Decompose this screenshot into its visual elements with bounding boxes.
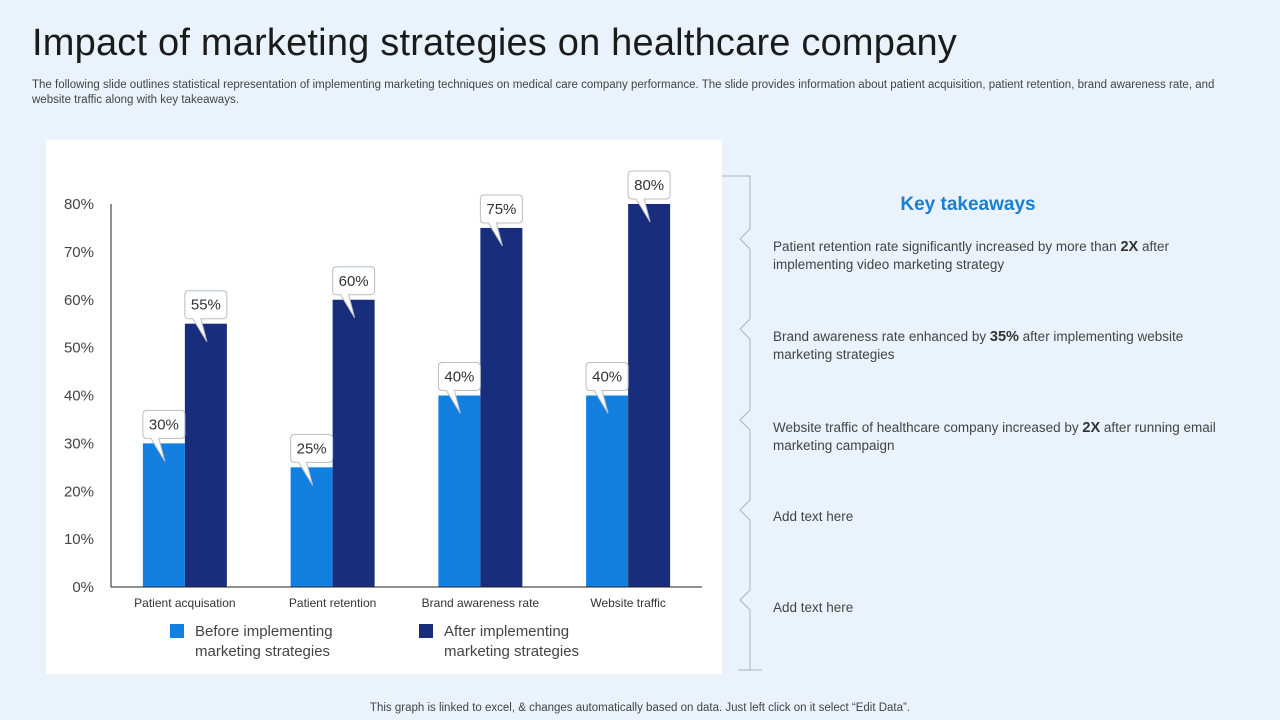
y-axis-ticks: 0% 10% 20% 30% 40% 50% 60% 70% 80% bbox=[64, 196, 94, 596]
takeaway-text: Website traffic of healthcare company in… bbox=[773, 420, 1083, 435]
data-label-text: 40% bbox=[592, 369, 622, 386]
legend-item-before: Before implementing marketing strategies bbox=[170, 622, 355, 662]
takeaway-item: Patient retention rate significantly inc… bbox=[773, 238, 1243, 273]
bar bbox=[438, 395, 481, 587]
slide-subtitle: The following slide outlines statistical… bbox=[32, 79, 1215, 106]
legend-label-before-line2: marketing strategies bbox=[195, 643, 331, 660]
bar bbox=[628, 204, 671, 587]
legend-label-after-line2: marketing strategies bbox=[444, 643, 580, 660]
takeaway-item: Add text here bbox=[773, 508, 1243, 525]
y-tick-label: 70% bbox=[64, 244, 94, 261]
data-label-callout bbox=[585, 362, 629, 414]
x-tick-label: Patient retention bbox=[289, 596, 376, 610]
data-label-callout bbox=[479, 194, 523, 247]
footer-note: This graph is linked to excel, & changes… bbox=[369, 702, 911, 714]
takeaway-text: Patient retention rate significantly inc… bbox=[773, 239, 1121, 254]
takeaway-highlight: 2X bbox=[1082, 420, 1101, 436]
data-label-text: 25% bbox=[297, 440, 327, 457]
data-label-callout bbox=[332, 266, 376, 319]
data-label: 30% bbox=[142, 409, 186, 462]
legend-swatch-after bbox=[419, 624, 433, 638]
y-tick-label: 80% bbox=[64, 196, 94, 213]
data-label-callout bbox=[142, 409, 186, 462]
y-tick-label: 10% bbox=[64, 531, 94, 548]
y-tick-label: 50% bbox=[64, 340, 94, 357]
bar bbox=[290, 467, 333, 587]
takeaway-text: after running email marketing campaign bbox=[773, 420, 1216, 453]
takeaways-bracket bbox=[722, 175, 762, 671]
data-label-callout bbox=[184, 290, 228, 342]
data-label-text: 40% bbox=[444, 369, 474, 386]
takeaway-highlight: 2X bbox=[1120, 239, 1139, 255]
legend-label-after: After implementing marketing strategies bbox=[444, 622, 604, 662]
takeaway-text: Add text here bbox=[773, 509, 854, 524]
y-tick-label: 20% bbox=[64, 483, 94, 500]
data-label-callout bbox=[627, 170, 671, 223]
data-label-text: 75% bbox=[486, 201, 516, 218]
y-tick-label: 30% bbox=[64, 435, 94, 452]
takeaway-highlight: 35% bbox=[989, 329, 1019, 345]
x-tick-label: Patient acquisation bbox=[134, 596, 235, 610]
data-label-text: 60% bbox=[339, 273, 369, 290]
x-tick-label: Brand awareness rate bbox=[422, 596, 540, 610]
data-label: 75% bbox=[479, 194, 523, 247]
x-axis-ticks: Patient acquisation Patient retention Bran… bbox=[134, 596, 666, 610]
bar bbox=[184, 323, 227, 587]
bar bbox=[142, 443, 185, 587]
takeaway-item: Add text here bbox=[773, 599, 1243, 616]
data-label-text: 55% bbox=[191, 297, 221, 314]
takeaway-text: Brand awareness rate enhanced by bbox=[773, 329, 990, 344]
takeaway-text: after implementing website marketing str… bbox=[773, 329, 1184, 362]
bar bbox=[332, 299, 375, 587]
data-label: 60% bbox=[332, 266, 376, 319]
data-label-callout bbox=[290, 433, 334, 486]
data-label: 80% bbox=[627, 170, 671, 223]
data-label: 40% bbox=[585, 362, 629, 414]
legend-item-after: After implementing marketing strategies bbox=[419, 622, 604, 662]
takeaways-title: Key takeaways bbox=[900, 194, 1036, 215]
slide-title: Impact of marketing strategies on health… bbox=[32, 22, 957, 64]
bar bbox=[480, 227, 523, 587]
y-tick-label: 60% bbox=[64, 292, 94, 309]
legend-label-after-line1: After implementing bbox=[444, 623, 570, 640]
data-label-text: 30% bbox=[149, 416, 179, 433]
data-labels: 30% 55% 25% 60% 40% 75% 40% 80% bbox=[142, 170, 671, 486]
data-label: 55% bbox=[184, 290, 228, 342]
chart-panel: 0% 10% 20% 30% 40% 50% 60% 70% 80% 30% 55% 25% 60% 4… bbox=[46, 140, 722, 674]
takeaway-item: Website traffic of healthcare company in… bbox=[773, 419, 1243, 454]
legend-swatch-before bbox=[170, 624, 184, 638]
bar bbox=[586, 395, 629, 587]
data-label: 25% bbox=[290, 433, 334, 486]
bar-chart: 0% 10% 20% 30% 40% 50% 60% 70% 80% 30% 55% 25% 60% 4… bbox=[64, 170, 702, 610]
x-tick-label: Website traffic bbox=[590, 596, 666, 610]
bars bbox=[142, 204, 671, 587]
legend-label-before-line1: Before implementing bbox=[195, 623, 333, 640]
data-label-callout bbox=[437, 362, 481, 414]
data-label-text: 80% bbox=[634, 177, 664, 194]
data-label: 40% bbox=[437, 362, 481, 414]
takeaway-text: Add text here bbox=[773, 600, 854, 615]
takeaway-item: Brand awareness rate enhanced by 35% aft… bbox=[773, 328, 1243, 363]
y-tick-label: 40% bbox=[64, 388, 94, 405]
takeaway-text: after implementing video marketing strat… bbox=[773, 239, 1169, 272]
legend-label-before: Before implementing marketing strategies bbox=[195, 622, 355, 662]
y-tick-label: 0% bbox=[72, 579, 94, 596]
